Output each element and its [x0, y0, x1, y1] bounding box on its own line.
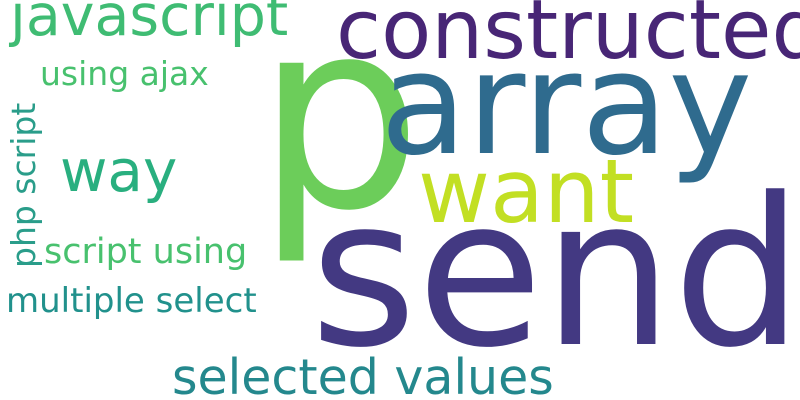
word-array: array: [380, 22, 753, 187]
word-php-script: php script: [4, 102, 43, 268]
word-using-ajax: using ajax: [40, 54, 209, 93]
word-constructed: constructed: [336, 0, 800, 78]
word-selected-values: selected values: [172, 349, 554, 400]
word-want: want: [418, 140, 635, 243]
word-way: way: [60, 137, 178, 205]
word-send: send: [310, 155, 800, 393]
word-multiple-select: multiple select: [6, 281, 257, 321]
word-javascript: javascript: [10, 0, 289, 49]
word-script-using: script using: [44, 232, 248, 272]
word-p: p: [256, 0, 423, 268]
